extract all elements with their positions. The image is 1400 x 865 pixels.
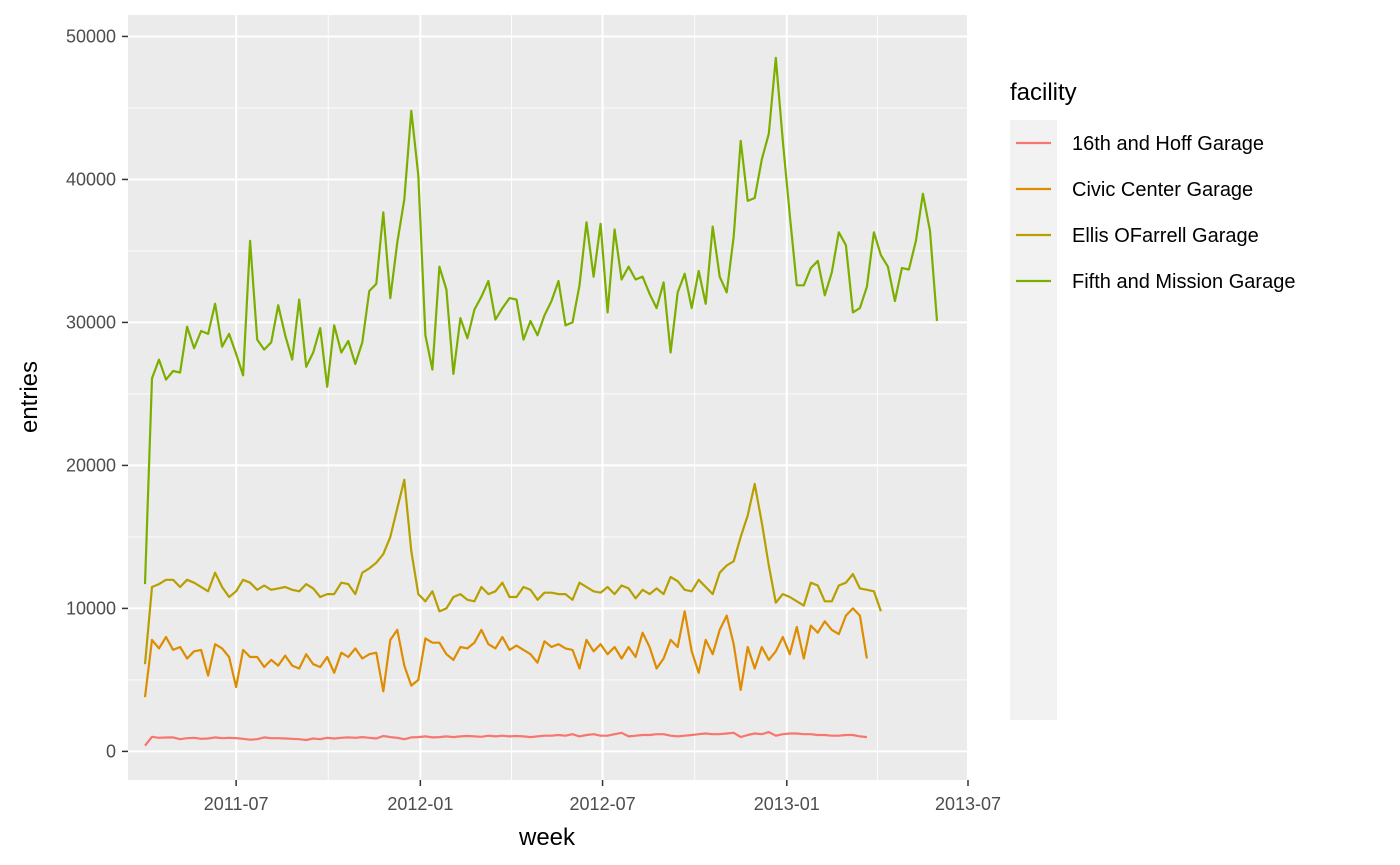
grid-lines [128, 15, 970, 780]
x-tick-label: 2013-07 [935, 794, 1001, 814]
x-tick-label: 2011-07 [204, 794, 269, 814]
legend-key-background [1010, 120, 1057, 720]
series-line-fifth-and-mission-garage [143, 56, 939, 585]
legend-label-16th-and-hoff-garage: 16th and Hoff Garage [1072, 133, 1264, 155]
series-line-civic-center-garage [143, 607, 868, 698]
series-line-ellis-ofarrell-garage [143, 478, 882, 665]
y-tick-label: 30000 [66, 312, 116, 332]
y-tick-label: 50000 [66, 26, 116, 46]
legend-label-civic-center-garage: Civic Center Garage [1072, 179, 1253, 201]
legend-label-fifth-and-mission-garage: Fifth and Mission Garage [1072, 271, 1295, 293]
series-line-16th-and-hoff-garage [144, 730, 868, 747]
y-tick-label: 40000 [66, 169, 116, 189]
x-tick-label: 2013-01 [754, 794, 820, 814]
legend: facility 16th and Hoff Garage Civic Cente… [1010, 79, 1295, 720]
y-tick-label: 10000 [66, 598, 116, 618]
legend-label-ellis-ofarrell-garage: Ellis OFarrell Garage [1072, 225, 1259, 247]
panel-background [128, 15, 967, 780]
series-layer [143, 56, 939, 747]
x-tick-label: 2012-07 [570, 794, 636, 814]
y-tick-label: 0 [106, 741, 116, 761]
y-tick-label: 20000 [66, 455, 116, 475]
x-tick-label: 2012-01 [387, 794, 453, 814]
axes: 2011-07 2012-01 2012-07 2013-01 2013-07 0 1000… [66, 26, 1001, 814]
x-axis-title: week [518, 824, 576, 851]
legend-title: facility [1010, 79, 1077, 106]
y-axis-title: entries [16, 361, 43, 433]
